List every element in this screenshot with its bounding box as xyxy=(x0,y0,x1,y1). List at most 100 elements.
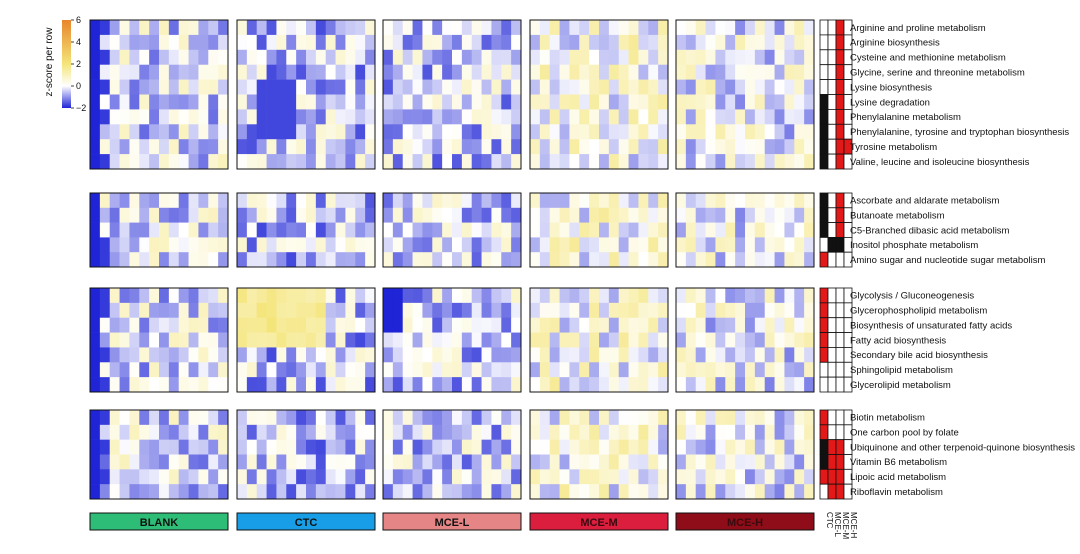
heatmap-cell xyxy=(256,124,267,140)
heatmap-cell xyxy=(412,237,423,253)
heatmap-cell xyxy=(589,288,600,304)
group-name: CTC xyxy=(295,517,318,529)
heatmap-cell xyxy=(178,20,189,36)
heatmap-cell xyxy=(392,222,404,238)
heatmap-cell xyxy=(246,317,258,333)
heatmap-cell xyxy=(804,484,815,500)
heatmap-cell xyxy=(745,222,756,238)
heatmap-cell xyxy=(296,424,307,440)
heatmap-cell xyxy=(695,439,706,455)
heatmap-cell xyxy=(129,94,140,110)
heatmap-cell xyxy=(129,469,140,485)
heatmap-cell xyxy=(658,302,669,319)
heatmap-cell xyxy=(491,377,502,393)
heatmap-cell xyxy=(725,237,736,253)
heatmap-cell xyxy=(296,484,307,500)
heatmap-cell xyxy=(638,20,649,36)
heatmap-cell xyxy=(628,377,639,393)
annotation-cell xyxy=(827,49,837,66)
heatmap-cell xyxy=(335,207,346,223)
heatmap-cell xyxy=(306,252,317,268)
heatmap-cell xyxy=(188,332,199,348)
heatmap-cell xyxy=(246,424,258,440)
heatmap-cell xyxy=(119,332,130,348)
heatmap-cell xyxy=(774,124,785,140)
heatmap-cell xyxy=(774,424,785,440)
heatmap-cell xyxy=(628,64,639,80)
heatmap-cell xyxy=(90,302,101,319)
heatmap-cell xyxy=(638,410,649,426)
heatmap-cell xyxy=(383,79,394,95)
heatmap-cell xyxy=(511,362,522,378)
heatmap-cell xyxy=(168,109,180,125)
heatmap-cell xyxy=(178,347,189,363)
heatmap-cell xyxy=(481,64,492,80)
heatmap-cell xyxy=(658,109,669,125)
heatmap-cell xyxy=(695,139,706,155)
heatmap-cell xyxy=(735,20,746,36)
heatmap-cell xyxy=(735,454,746,470)
annotation-cell xyxy=(843,251,853,268)
heatmap-cell xyxy=(178,124,189,140)
heatmap-cell xyxy=(383,20,394,36)
heatmap-cell xyxy=(735,469,746,485)
heatmap-cell xyxy=(648,484,659,500)
heatmap-cell xyxy=(129,302,140,319)
heatmap-cell xyxy=(178,94,189,110)
heatmap-cell xyxy=(432,288,443,304)
annotation-cell xyxy=(835,64,845,80)
heatmap-cell xyxy=(784,288,795,304)
heatmap-cell xyxy=(276,154,287,170)
heatmap-cell xyxy=(325,109,336,125)
heatmap-cell xyxy=(315,302,327,319)
heatmap-cell xyxy=(530,193,541,209)
heatmap-cell xyxy=(256,49,267,65)
heatmap-cell xyxy=(90,469,101,485)
heatmap-cell xyxy=(168,20,180,36)
heatmap-cell xyxy=(471,124,482,140)
heatmap-cell xyxy=(188,64,199,80)
heatmap-cell xyxy=(501,317,512,333)
heatmap-cell xyxy=(365,34,376,51)
heatmap-cell xyxy=(296,222,307,238)
heatmap-cell xyxy=(511,484,522,500)
heatmap-cell xyxy=(325,207,336,223)
heatmap-panel-blank xyxy=(89,192,229,268)
heatmap-cell xyxy=(198,154,209,170)
heatmap-cell xyxy=(715,109,726,125)
heatmap-cell xyxy=(599,20,610,36)
heatmap-cell xyxy=(648,347,659,363)
heatmap-cell xyxy=(355,454,366,470)
heatmap-cell xyxy=(188,49,199,65)
heatmap-cell xyxy=(549,484,560,500)
heatmap-cell xyxy=(530,79,541,95)
heatmap-cell xyxy=(355,20,366,36)
heatmap-cell xyxy=(481,347,492,363)
heatmap-cell xyxy=(695,34,706,51)
heatmap-cell xyxy=(119,347,130,363)
heatmap-cell xyxy=(286,193,297,209)
heatmap-cell xyxy=(648,469,659,485)
heatmap-cell xyxy=(471,317,482,333)
heatmap-cell xyxy=(735,362,746,378)
heatmap-cell xyxy=(149,237,160,253)
heatmap-cell xyxy=(559,20,570,36)
heatmap-cell xyxy=(501,302,512,319)
heatmap-cell xyxy=(579,317,590,333)
heatmap-cell xyxy=(608,64,620,80)
heatmap-cell xyxy=(589,347,600,363)
heatmap-cell xyxy=(149,469,160,485)
heatmap-cell xyxy=(306,154,317,170)
heatmap-cell xyxy=(608,49,620,65)
heatmap-cell xyxy=(178,34,189,51)
heatmap-cell xyxy=(705,193,716,209)
heatmap-cell xyxy=(715,124,726,140)
heatmap-cell xyxy=(491,317,502,333)
heatmap-cell xyxy=(539,484,551,500)
heatmap-cell xyxy=(676,439,687,455)
heatmap-cell xyxy=(511,193,522,209)
heatmap-cell xyxy=(471,410,482,426)
heatmap-cell xyxy=(569,252,580,268)
heatmap-cell xyxy=(442,20,453,36)
